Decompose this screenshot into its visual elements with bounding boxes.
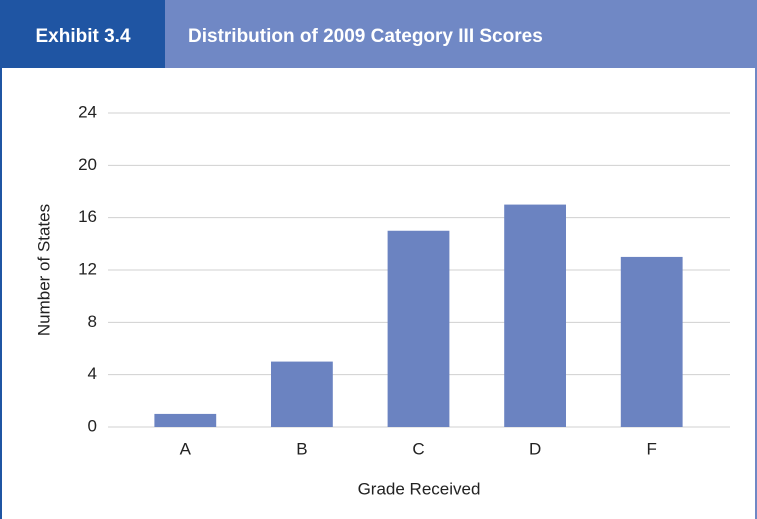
bar — [620, 256, 683, 427]
bar — [271, 361, 333, 427]
x-tick-label: D — [529, 439, 541, 458]
y-tick-label: 8 — [88, 312, 97, 331]
y-tick-label: 20 — [78, 155, 97, 174]
y-axis-title: Number of States — [34, 204, 53, 336]
x-tick-label: B — [296, 439, 307, 458]
y-tick-label: 4 — [88, 364, 97, 383]
chart-title: Distribution of 2009 Category III Scores — [188, 26, 543, 47]
y-tick-label: 16 — [78, 207, 97, 226]
y-tick-label: 0 — [88, 416, 97, 435]
x-tick-label: A — [180, 439, 192, 458]
y-tick-label: 12 — [78, 259, 97, 278]
exhibit-box — [0, 0, 165, 68]
bar — [154, 413, 217, 427]
x-tick-label: F — [647, 439, 657, 458]
x-tick-label: C — [412, 439, 424, 458]
y-tick-label: 24 — [78, 102, 97, 121]
x-axis-title: Grade Received — [358, 479, 481, 498]
bar — [387, 230, 450, 427]
exhibit-label: Exhibit 3.4 — [35, 26, 130, 47]
bar — [504, 204, 566, 427]
